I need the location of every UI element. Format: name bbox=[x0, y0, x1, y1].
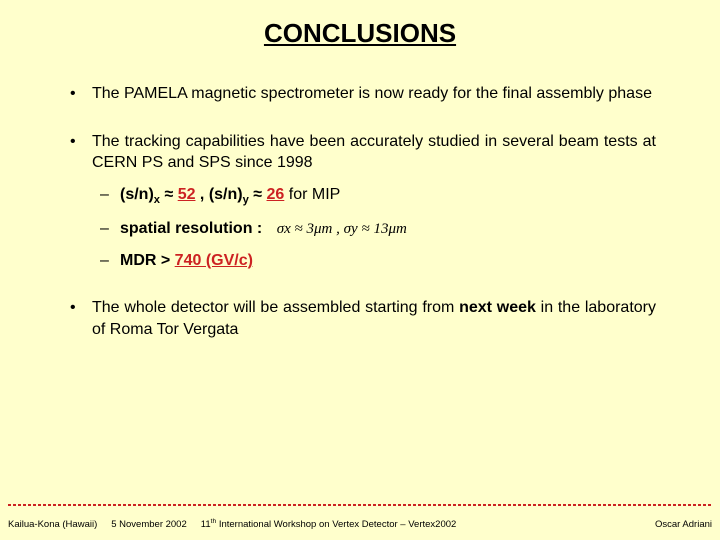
footer-conf-num: 11 bbox=[201, 519, 211, 530]
sigma-x-unit: μm bbox=[314, 221, 332, 237]
mdr-value: 740 (GV/c) bbox=[175, 252, 253, 269]
sn-approx2: ≈ bbox=[249, 186, 267, 203]
bullet-3: The whole detector will be assembled sta… bbox=[64, 297, 656, 340]
mdr-label: MDR > bbox=[120, 252, 175, 269]
footer-date: 5 November 2002 bbox=[111, 519, 187, 530]
sigma-x-sym: σ bbox=[277, 221, 284, 237]
footer-location: Kailua-Kona (Hawaii) bbox=[8, 519, 97, 530]
bullet-3-pre: The whole detector will be assembled sta… bbox=[92, 299, 459, 316]
bullet-list: The PAMELA magnetic spectrometer is now … bbox=[64, 83, 656, 340]
sn-x-label: (s/n) bbox=[120, 186, 154, 203]
sn-approx1: ≈ bbox=[160, 186, 178, 203]
sn-y-label: (s/n) bbox=[209, 186, 243, 203]
slide-body: The PAMELA magnetic spectrometer is now … bbox=[0, 49, 720, 340]
sn-x-value: 52 bbox=[178, 186, 196, 203]
sigma-sep: , bbox=[332, 221, 343, 237]
bullet-2-text: The tracking capabilities have been accu… bbox=[92, 133, 656, 172]
footer: Kailua-Kona (Hawaii) 5 November 2002 11t… bbox=[8, 518, 712, 530]
sigma-y-sub: y bbox=[351, 221, 358, 237]
bullet-3-bold: next week bbox=[459, 299, 536, 316]
sn-sep: , bbox=[195, 186, 208, 203]
footer-conference: 11th International Workshop on Vertex De… bbox=[201, 518, 457, 530]
sub-list: (s/n)x ≈ 52 , (s/n)y ≈ 26 for MIP spatia… bbox=[92, 184, 656, 271]
sigma-x-val: ≈ 3 bbox=[291, 221, 314, 237]
footer-divider bbox=[8, 504, 712, 506]
sn-tail: for MIP bbox=[284, 186, 340, 203]
footer-author: Oscar Adriani bbox=[655, 519, 712, 530]
sub-spatial-resolution: spatial resolution : σx ≈ 3μm , σy ≈ 13μ… bbox=[92, 218, 656, 240]
bullet-2: The tracking capabilities have been accu… bbox=[64, 131, 656, 272]
footer-conf-rest: International Workshop on Vertex Detecto… bbox=[216, 519, 456, 530]
spatial-label: spatial resolution : bbox=[120, 220, 262, 237]
sub-mdr: MDR > 740 (GV/c) bbox=[92, 250, 656, 272]
sigma-y-unit: μm bbox=[388, 221, 406, 237]
sigma-y-sym: σ bbox=[344, 221, 351, 237]
sn-y-value: 26 bbox=[267, 186, 285, 203]
slide-title: CONCLUSIONS bbox=[0, 0, 720, 49]
sigma-y-val: ≈ 13 bbox=[358, 221, 389, 237]
sigma-x-sub: x bbox=[284, 221, 291, 237]
bullet-1-text: The PAMELA magnetic spectrometer is now … bbox=[92, 85, 652, 102]
bullet-1: The PAMELA magnetic spectrometer is now … bbox=[64, 83, 656, 105]
sub-sn-ratio: (s/n)x ≈ 52 , (s/n)y ≈ 26 for MIP bbox=[92, 184, 656, 208]
